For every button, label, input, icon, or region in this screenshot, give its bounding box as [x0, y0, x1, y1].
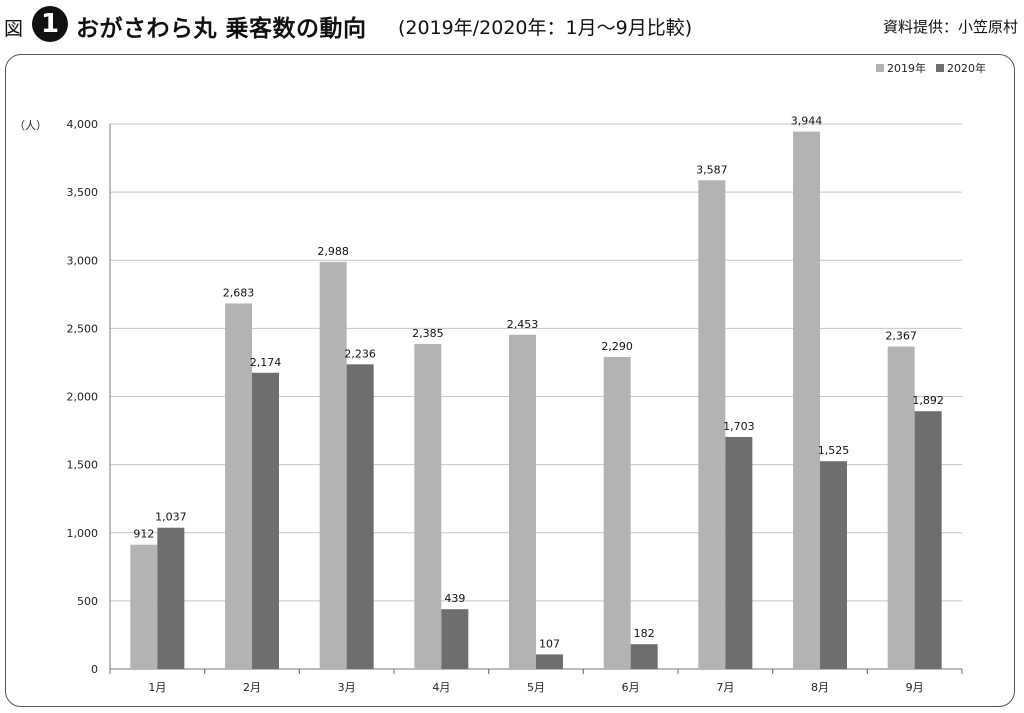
- bar: [509, 334, 536, 669]
- bar: [630, 644, 658, 669]
- y-tick-label: 1,000: [67, 527, 99, 540]
- data-label: 2,988: [317, 245, 349, 258]
- legend-swatch: [876, 64, 884, 72]
- data-label: 2,683: [223, 286, 255, 299]
- y-tick-label: 1,500: [67, 459, 99, 472]
- data-label: 439: [444, 592, 465, 605]
- bar: [346, 364, 374, 669]
- data-label: 3,587: [696, 163, 728, 176]
- bar: [441, 609, 469, 669]
- data-label: 1,892: [912, 394, 944, 407]
- y-tick-label: 2,000: [67, 391, 99, 404]
- bar: [725, 436, 753, 669]
- data-label: 1,525: [818, 444, 850, 457]
- x-tick-label: 7月: [716, 681, 734, 694]
- chart-title: おがさわら丸 乗客数の動向: [76, 16, 367, 42]
- y-tick-label: 3,000: [67, 254, 99, 267]
- data-label: 107: [539, 637, 560, 650]
- x-tick-label: 4月: [432, 681, 450, 694]
- figure-label: 図: [4, 18, 24, 40]
- data-label: 1,037: [155, 511, 187, 524]
- data-label: 2,290: [601, 340, 633, 353]
- bar: [319, 261, 347, 669]
- figure-header: 図 1 おがさわら丸 乗客数の動向 (2019年/2020年：1月～9月比較) …: [0, 0, 1024, 52]
- legend-label: 2019年: [887, 61, 926, 75]
- data-source: 資料提供：小笠原村: [882, 18, 1018, 36]
- x-tick-label: 6月: [622, 681, 640, 694]
- bar: [225, 303, 252, 669]
- bar: [914, 411, 942, 669]
- data-label: 2,453: [507, 318, 539, 331]
- bar: [414, 344, 442, 669]
- bar: [130, 544, 158, 669]
- x-tick-label: 3月: [338, 681, 356, 694]
- y-tick-label: 4,000: [67, 118, 99, 131]
- bar: [603, 356, 631, 669]
- y-tick-label: 3,500: [67, 186, 99, 199]
- chart-subtitle: (2019年/2020年：1月～9月比較): [398, 17, 693, 39]
- y-tick-label: 500: [77, 595, 98, 608]
- legend-swatch: [936, 64, 944, 72]
- bar: [793, 131, 820, 669]
- data-label: 1,703: [723, 420, 755, 433]
- x-tick-label: 9月: [906, 681, 924, 694]
- x-tick-label: 5月: [527, 681, 545, 694]
- legend-label: 2020年: [947, 61, 986, 75]
- data-label: 2,367: [885, 329, 917, 342]
- bar: [157, 527, 185, 669]
- data-label: 912: [133, 528, 154, 541]
- x-tick-label: 1月: [148, 681, 166, 694]
- y-tick-label: 0: [91, 663, 98, 676]
- bar: [698, 180, 726, 670]
- bar: [887, 346, 915, 669]
- x-tick-label: 2月: [243, 681, 261, 694]
- figure-number-badge: 1: [32, 6, 68, 42]
- data-label: 2,385: [412, 327, 444, 340]
- y-axis-label: （人）: [14, 119, 47, 132]
- data-label: 182: [634, 627, 655, 640]
- bar: [536, 654, 563, 669]
- data-label: 2,236: [344, 347, 376, 360]
- x-tick-label: 8月: [811, 681, 829, 694]
- data-label: 2,174: [250, 356, 282, 369]
- y-tick-label: 2,500: [67, 322, 99, 335]
- bar: [820, 461, 847, 669]
- bar: [252, 372, 279, 669]
- data-label: 3,944: [791, 115, 823, 128]
